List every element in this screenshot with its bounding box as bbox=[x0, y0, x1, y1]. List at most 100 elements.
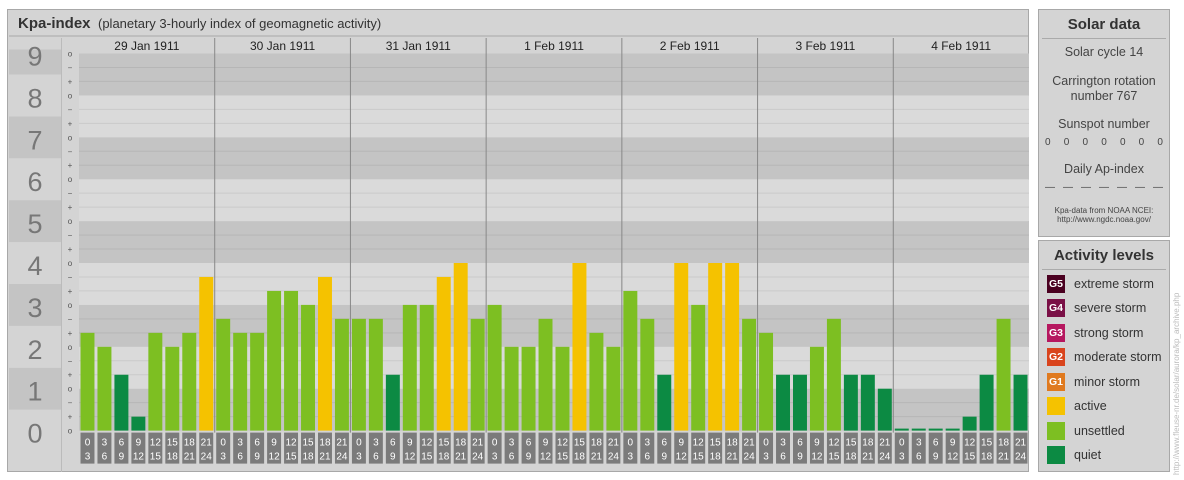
kp-bar bbox=[911, 428, 926, 431]
kp-bar bbox=[945, 428, 960, 431]
interval-box bbox=[979, 432, 994, 464]
interval-start-label: 12 bbox=[421, 438, 433, 449]
kp-row-bg bbox=[9, 49, 61, 75]
kp-minor-label: o bbox=[68, 50, 73, 59]
interval-box bbox=[826, 432, 841, 464]
kp-minor-label: o bbox=[68, 343, 73, 352]
sunspot-value: 0 bbox=[1119, 137, 1126, 148]
kp-bar bbox=[216, 318, 231, 431]
interval-start-label: 12 bbox=[693, 438, 705, 449]
interval-box bbox=[1013, 432, 1028, 464]
interval-end-label: 3 bbox=[85, 452, 91, 463]
kp-minor-label: + bbox=[68, 329, 73, 338]
kp-bar bbox=[725, 263, 740, 431]
interval-box bbox=[860, 432, 875, 464]
interval-start-label: 3 bbox=[373, 438, 379, 449]
ap-value: — bbox=[1135, 182, 1145, 193]
interval-end-label: 15 bbox=[557, 452, 569, 463]
legend-item-quiet: quiet bbox=[1047, 445, 1101, 465]
interval-end-label: 6 bbox=[645, 452, 651, 463]
kp-row-bg bbox=[9, 200, 61, 243]
interval-box bbox=[928, 432, 943, 464]
kp-major-label: 7 bbox=[27, 125, 42, 155]
kp-bar bbox=[708, 263, 723, 431]
interval-start-label: 21 bbox=[1015, 438, 1027, 449]
sunspot-value: 0 bbox=[1101, 137, 1107, 148]
interval-start-label: 0 bbox=[763, 438, 769, 449]
interval-box bbox=[131, 432, 146, 464]
watermark-url: http://www.fleuse-nr.de/solar/aurora/kp_… bbox=[1172, 292, 1181, 475]
interval-start-label: 6 bbox=[933, 438, 939, 449]
interval-box bbox=[572, 432, 587, 464]
kp-row-bg bbox=[9, 242, 61, 284]
legend-swatch: G4 bbox=[1047, 299, 1065, 317]
interval-end-label: 18 bbox=[981, 452, 993, 463]
legend-swatch: G3 bbox=[1047, 324, 1065, 342]
interval-start-label: 15 bbox=[981, 438, 993, 449]
interval-start-label: 15 bbox=[438, 438, 450, 449]
interval-box bbox=[589, 432, 604, 464]
interval-box bbox=[843, 432, 858, 464]
interval-start-label: 18 bbox=[862, 438, 874, 449]
solar-data-panel: Solar data Solar cycle 14 Carrington rot… bbox=[1038, 9, 1170, 237]
kpa-chart: Kpa-index (planetary 3-hourly index of ge… bbox=[9, 15, 1029, 472]
legend-label: strong storm bbox=[1074, 326, 1144, 340]
kp-minor-label: − bbox=[68, 357, 73, 366]
ap-value: — bbox=[1099, 182, 1109, 193]
kp-bar bbox=[80, 332, 95, 431]
kp-bar bbox=[538, 318, 553, 431]
interval-box bbox=[182, 432, 197, 464]
kp-bar bbox=[318, 276, 332, 431]
interval-box bbox=[725, 432, 740, 464]
kp-bar bbox=[555, 346, 570, 431]
ap-index-title: Daily Ap-index bbox=[1064, 162, 1144, 176]
interval-start-label: 6 bbox=[526, 438, 532, 449]
band-8 bbox=[79, 53, 1029, 96]
legend-item-moderate-storm: G2 moderate storm bbox=[1047, 347, 1162, 367]
kp-minor-label: − bbox=[68, 399, 73, 408]
kp-bar bbox=[657, 374, 672, 431]
interval-start-label: 6 bbox=[661, 438, 667, 449]
interval-start-label: 15 bbox=[710, 438, 722, 449]
interval-end-label: 3 bbox=[356, 452, 362, 463]
kp-bar bbox=[572, 263, 587, 431]
interval-end-label: 3 bbox=[763, 452, 769, 463]
kp-major-label: 9 bbox=[27, 42, 42, 72]
interval-end-label: 9 bbox=[797, 452, 803, 463]
interval-start-label: 0 bbox=[628, 438, 634, 449]
interval-end-label: 15 bbox=[828, 452, 840, 463]
interval-start-label: 15 bbox=[574, 438, 586, 449]
kp-bar bbox=[368, 318, 383, 431]
interval-box bbox=[470, 432, 485, 464]
interval-end-label: 18 bbox=[710, 452, 722, 463]
interval-start-label: 18 bbox=[455, 438, 467, 449]
kp-bar bbox=[691, 304, 706, 431]
kp-bar bbox=[402, 304, 417, 431]
ap-values: — — — — — — — bbox=[1045, 182, 1163, 193]
interval-start-label: 0 bbox=[220, 438, 226, 449]
kp-minor-label: + bbox=[68, 161, 73, 170]
day-label: 29 Jan 1911 bbox=[114, 39, 179, 53]
interval-start-label: 6 bbox=[254, 438, 260, 449]
legend-label: severe storm bbox=[1074, 301, 1147, 315]
legend-label: active bbox=[1074, 399, 1107, 413]
kp-bar bbox=[351, 318, 366, 431]
interval-end-label: 24 bbox=[336, 452, 348, 463]
interval-end-label: 9 bbox=[661, 452, 667, 463]
interval-box bbox=[114, 432, 129, 464]
interval-end-label: 18 bbox=[438, 452, 450, 463]
kp-bar bbox=[453, 263, 468, 431]
interval-start-label: 21 bbox=[472, 438, 484, 449]
interval-end-label: 21 bbox=[862, 452, 874, 463]
interval-end-label: 15 bbox=[285, 452, 297, 463]
interval-box bbox=[691, 432, 706, 464]
interval-start-label: 3 bbox=[509, 438, 515, 449]
interval-end-label: 15 bbox=[421, 452, 433, 463]
interval-start-label: 9 bbox=[950, 438, 956, 449]
day-label: 31 Jan 1911 bbox=[386, 39, 451, 53]
kp-minor-label: + bbox=[68, 287, 73, 296]
kp-major-label: 5 bbox=[27, 209, 42, 239]
interval-start-label: 18 bbox=[319, 438, 331, 449]
interval-start-label: 15 bbox=[302, 438, 314, 449]
kp-bar bbox=[1013, 374, 1028, 431]
